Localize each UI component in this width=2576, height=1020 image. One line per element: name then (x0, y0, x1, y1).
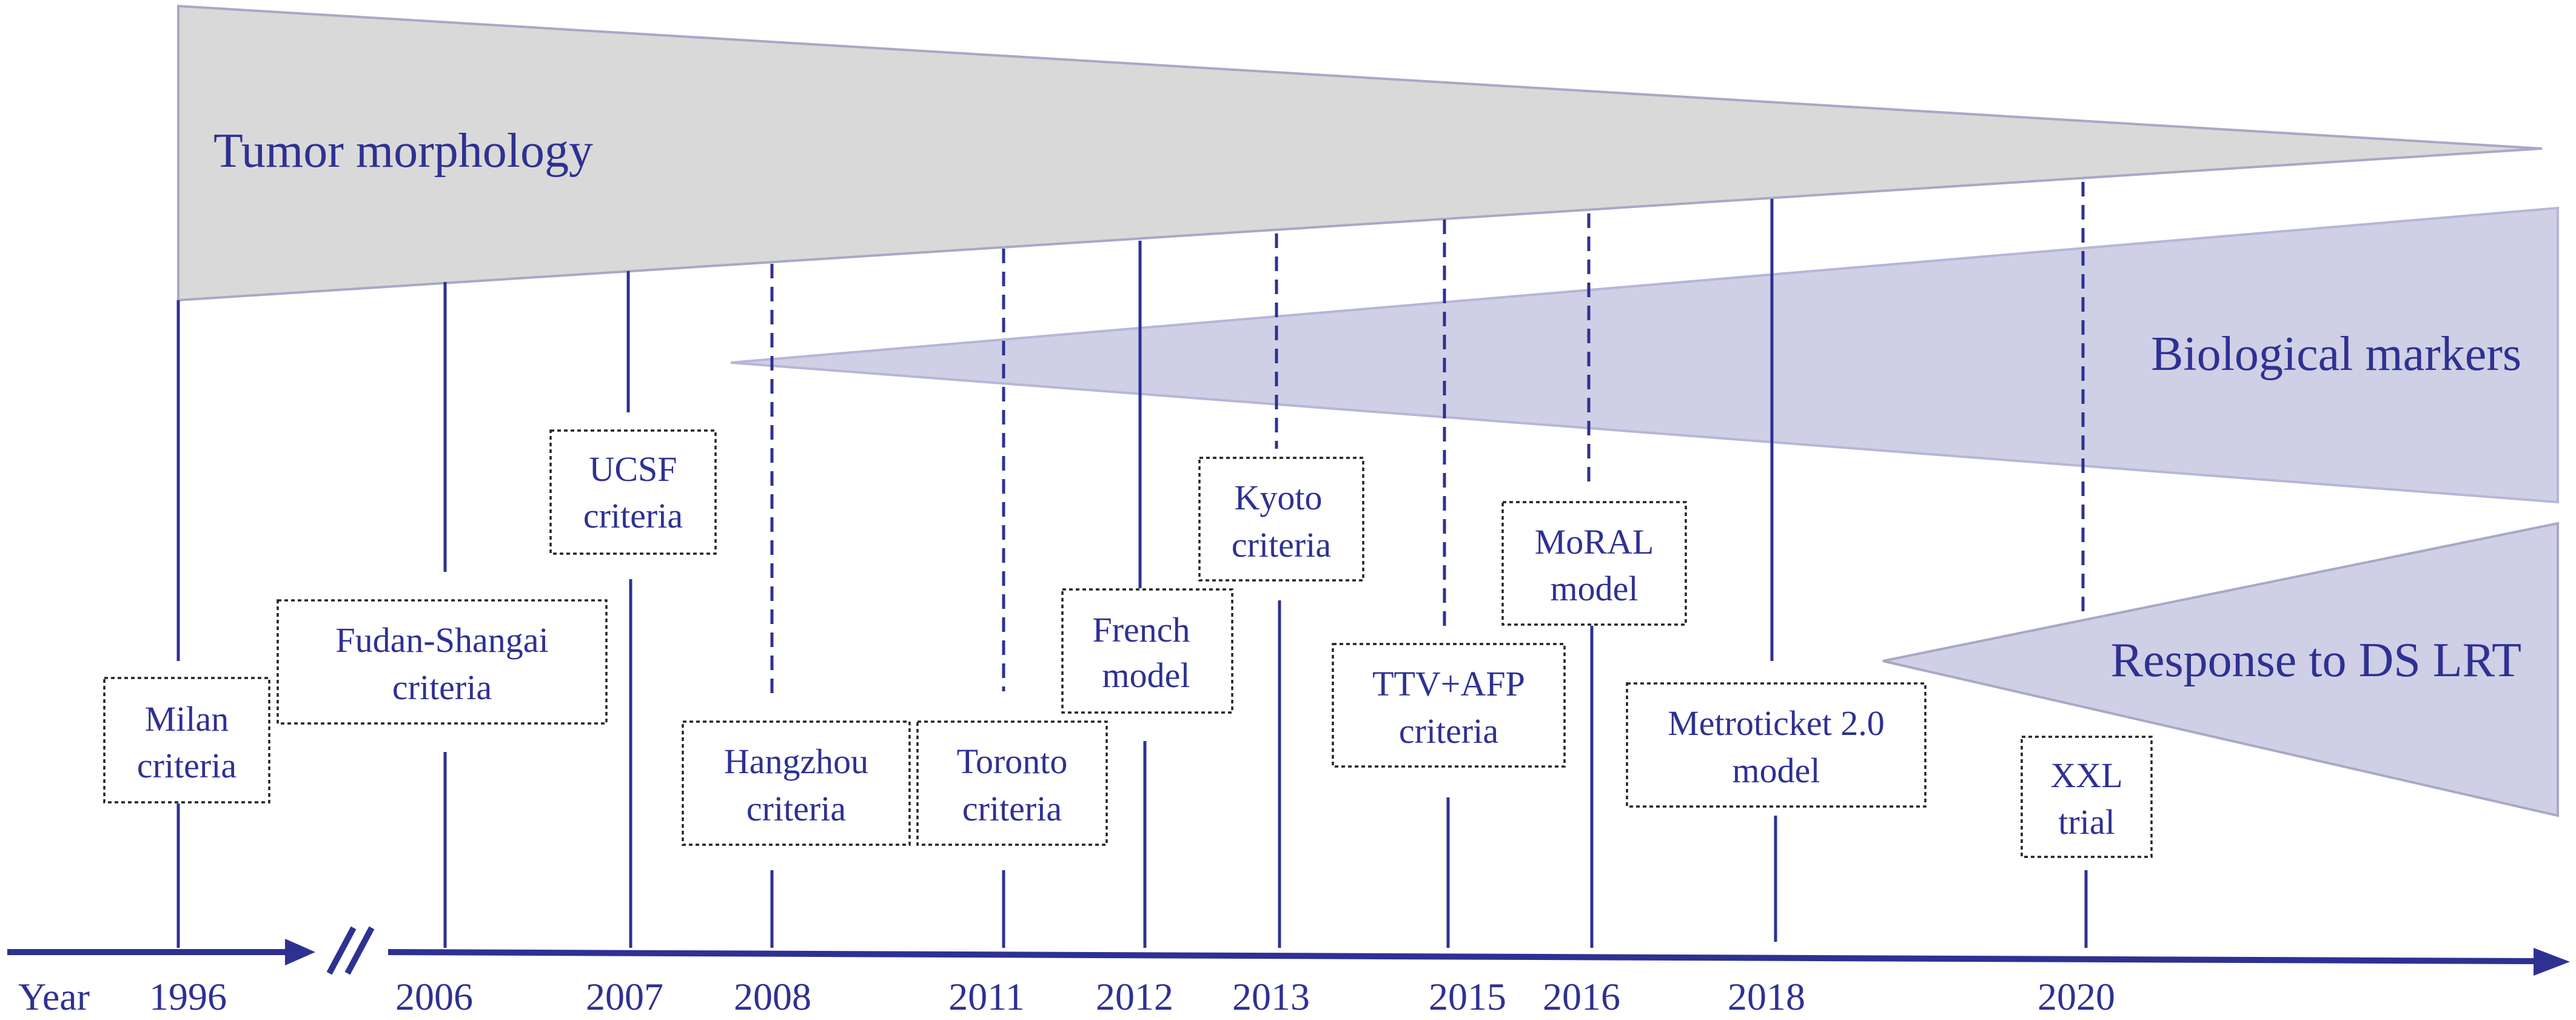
year-label-2015: 2015 (1429, 975, 1506, 1018)
biological-markers-band (730, 206, 2559, 504)
year-label-2006: 2006 (395, 975, 473, 1018)
criteria-toronto-line1: Toronto (957, 742, 1068, 781)
criteria-kyoto-line2: criteria (1232, 525, 1331, 565)
criteria-moral-line2: model (1551, 569, 1639, 608)
criteria-box-xxl: XXL trial (2021, 736, 2153, 858)
year-label-2018: 2018 (1728, 975, 1805, 1018)
year-label-2020: 2020 (2038, 975, 2115, 1018)
criteria-hangzhou-line1: Hangzhou (724, 742, 868, 781)
criteria-ttv-afp-line1: TTV+AFP (1372, 664, 1525, 703)
biological-markers-label: Biological markers (2151, 327, 2521, 381)
criteria-box-metroticket: Metroticket 2.0 model (1626, 682, 1927, 808)
year-label-2013: 2013 (1232, 975, 1310, 1018)
year-label-2012: 2012 (1096, 975, 1173, 1018)
timeline-axis-left-arrowhead (285, 939, 315, 965)
year-label-2011: 2011 (948, 975, 1025, 1018)
year-label-2007: 2007 (586, 975, 663, 1018)
criteria-metroticket-line1: Metroticket 2.0 (1668, 703, 1885, 743)
criteria-box-toronto: Toronto criteria (916, 720, 1108, 846)
axis-break-mark-1 (326, 926, 357, 975)
axis-break-mark-2 (344, 926, 375, 975)
tumor-morphology-label: Tumor morphology (213, 124, 593, 178)
criteria-box-kyoto: Kyoto criteria (1198, 457, 1364, 582)
criteria-french-line2: model (1102, 656, 1190, 695)
criteria-milan-line2: criteria (137, 746, 236, 785)
criteria-box-french: French model (1061, 588, 1233, 714)
response-to-ds-lrt-label: Response to DS LRT (2111, 634, 2521, 687)
criteria-box-hangzhou: Hangzhou criteria (682, 720, 911, 846)
criteria-french-line1: French (1092, 610, 1190, 649)
criteria-fudan-line2: criteria (392, 668, 492, 707)
axis-label-year: Year (18, 975, 90, 1018)
timeline-axis-main-segment (387, 949, 2538, 964)
criteria-moral-line1: MoRAL (1535, 522, 1654, 562)
criteria-toronto-line2: criteria (962, 789, 1062, 828)
year-label-2008: 2008 (734, 975, 811, 1018)
criteria-box-moral: MoRAL model (1501, 501, 1687, 626)
criteria-hangzhou-line2: criteria (746, 789, 846, 828)
year-label-1996: 1996 (149, 975, 227, 1018)
criteria-xxl-line1: XXL (2050, 756, 2122, 795)
response-to-ds-lrt-band (1882, 522, 2559, 817)
criteria-box-milan: Milan criteria (103, 677, 270, 804)
criteria-box-fudan-shangai: Fudan-Shangai criteria (277, 599, 608, 725)
criteria-box-ucsf: UCSF criteria (549, 429, 717, 555)
timeline-axis-right-arrowhead (2534, 948, 2570, 976)
criteria-ttv-afp-line2: criteria (1399, 711, 1498, 751)
criteria-ucsf-line1: UCSF (589, 449, 677, 489)
year-label-2016: 2016 (1543, 975, 1620, 1018)
criteria-milan-line1: Milan (145, 699, 229, 739)
criteria-fudan-line1: Fudan-Shangai (335, 620, 548, 660)
criteria-ucsf-line2: criteria (583, 496, 683, 535)
criteria-xxl-line2: trial (2058, 802, 2115, 842)
criteria-metroticket-line2: model (1732, 751, 1820, 790)
tumor-morphology-band (177, 4, 2543, 302)
criteria-kyoto-line1: Kyoto (1235, 478, 1323, 517)
criteria-box-ttv-afp: TTV+AFP criteria (1332, 643, 1566, 768)
